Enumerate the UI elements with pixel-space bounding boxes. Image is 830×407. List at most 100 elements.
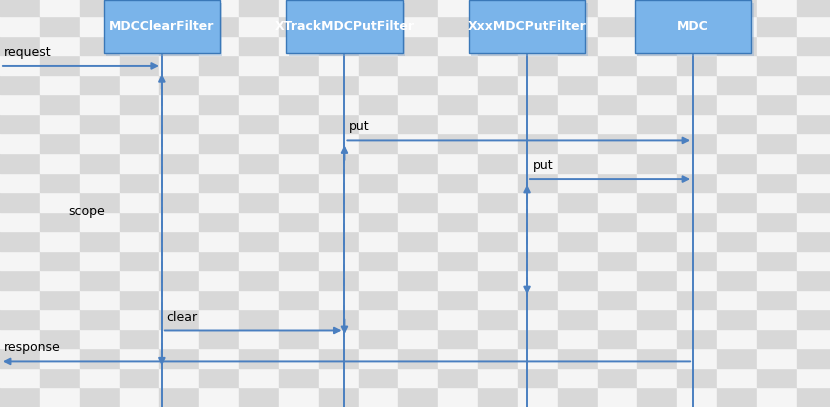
Bar (518, 309, 558, 329)
Bar (717, 251, 757, 270)
Bar (120, 114, 159, 133)
Bar (0, 270, 40, 290)
Bar (558, 114, 598, 133)
Bar (279, 75, 319, 94)
Bar (279, 387, 319, 407)
Bar (239, 16, 279, 36)
Bar (40, 173, 80, 192)
Bar (717, 94, 757, 114)
Bar (558, 387, 598, 407)
Bar (757, 153, 797, 173)
Bar (0, 173, 40, 192)
Bar (40, 348, 80, 368)
Bar (0, 133, 40, 153)
Bar (199, 153, 239, 173)
Bar (398, 114, 438, 133)
Bar (438, 55, 478, 75)
Text: put: put (533, 159, 554, 172)
Bar (518, 133, 558, 153)
Bar (598, 231, 637, 251)
Bar (558, 231, 598, 251)
Bar (40, 153, 80, 173)
Bar (398, 16, 438, 36)
Bar (797, 94, 830, 114)
Bar (159, 290, 199, 309)
Bar (677, 36, 717, 55)
Bar (438, 231, 478, 251)
Bar (478, 173, 518, 192)
Bar (757, 16, 797, 36)
Bar (637, 114, 677, 133)
Bar (159, 16, 199, 36)
Bar (757, 55, 797, 75)
Bar (0, 329, 40, 348)
Bar (80, 270, 120, 290)
Bar (438, 251, 478, 270)
Bar (319, 75, 359, 94)
Bar (80, 114, 120, 133)
Bar (239, 251, 279, 270)
Bar (558, 212, 598, 231)
Bar (757, 368, 797, 387)
Bar (319, 114, 359, 133)
Bar (478, 114, 518, 133)
Bar (677, 290, 717, 309)
Bar (478, 290, 518, 309)
Bar (438, 114, 478, 133)
Bar (159, 0, 199, 16)
Bar (40, 212, 80, 231)
Bar (40, 251, 80, 270)
Bar (279, 212, 319, 231)
Bar (359, 348, 398, 368)
Bar (717, 0, 757, 16)
Bar (120, 329, 159, 348)
Bar (637, 94, 677, 114)
Bar (0, 212, 40, 231)
Bar (319, 16, 359, 36)
Bar (757, 133, 797, 153)
Bar (797, 114, 830, 133)
Bar (199, 0, 239, 16)
Bar (199, 309, 239, 329)
Text: scope: scope (68, 205, 105, 218)
Bar (717, 348, 757, 368)
Bar (518, 329, 558, 348)
Bar (40, 270, 80, 290)
Bar (80, 75, 120, 94)
Bar (199, 55, 239, 75)
Text: clear: clear (166, 311, 198, 324)
Bar (120, 212, 159, 231)
Bar (159, 94, 199, 114)
Bar (598, 55, 637, 75)
Bar (717, 75, 757, 94)
Bar (717, 133, 757, 153)
Bar (598, 309, 637, 329)
Bar (199, 270, 239, 290)
Bar (40, 114, 80, 133)
Bar (797, 368, 830, 387)
Bar (438, 36, 478, 55)
Bar (677, 153, 717, 173)
Bar (40, 290, 80, 309)
Bar (239, 36, 279, 55)
Bar (637, 348, 677, 368)
Bar (319, 290, 359, 309)
Bar (717, 290, 757, 309)
Bar (279, 55, 319, 75)
Bar (438, 270, 478, 290)
Bar (757, 36, 797, 55)
Bar (518, 251, 558, 270)
Bar (359, 329, 398, 348)
Bar (558, 133, 598, 153)
Bar (359, 309, 398, 329)
Bar (80, 309, 120, 329)
Bar (518, 290, 558, 309)
Bar (199, 173, 239, 192)
Bar (478, 387, 518, 407)
Bar (279, 133, 319, 153)
Bar (598, 348, 637, 368)
Bar (40, 387, 80, 407)
Bar (40, 16, 80, 36)
Bar (359, 114, 398, 133)
Bar (80, 387, 120, 407)
